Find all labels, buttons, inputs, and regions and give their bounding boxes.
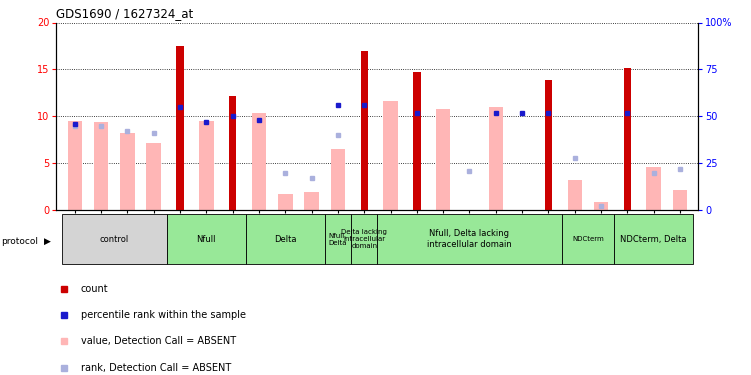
Bar [167,214,246,264]
Bar [176,46,184,210]
Text: Nfull,
Delta: Nfull, Delta [329,232,347,246]
Text: percentile rank within the sample: percentile rank within the sample [80,310,246,320]
Bar [568,180,582,210]
Bar [120,133,134,210]
Text: Delta: Delta [274,235,297,244]
Bar [489,107,503,210]
Bar [246,214,324,264]
Bar [229,96,237,210]
Bar [351,214,378,264]
Text: ▶: ▶ [44,237,50,246]
Text: Nfull: Nfull [197,235,216,244]
Text: count: count [80,284,108,294]
Text: GDS1690 / 1627324_at: GDS1690 / 1627324_at [56,7,194,20]
Text: protocol: protocol [2,237,38,246]
Bar [413,72,421,210]
Bar [436,109,451,210]
Bar [324,214,351,264]
Text: control: control [100,235,129,244]
Bar [360,51,368,210]
Bar [594,202,608,210]
Bar [647,167,661,210]
Bar [278,194,292,210]
Bar [614,214,693,264]
Bar [544,80,552,210]
Bar [62,214,167,264]
Bar [623,68,631,210]
Text: Nfull, Delta lacking
intracellular domain: Nfull, Delta lacking intracellular domai… [427,230,512,249]
Bar [68,121,82,210]
Text: rank, Detection Call = ABSENT: rank, Detection Call = ABSENT [80,363,231,373]
Bar [378,214,562,264]
Bar [94,122,108,210]
Text: value, Detection Call = ABSENT: value, Detection Call = ABSENT [80,336,236,346]
Bar [330,149,345,210]
Text: Delta lacking
intracellular
domain: Delta lacking intracellular domain [341,229,388,249]
Bar [252,112,266,210]
Bar [199,121,213,210]
Bar [146,142,161,210]
Bar [383,101,398,210]
Text: NDCterm: NDCterm [572,236,604,242]
Bar [304,192,319,210]
Bar [673,190,687,210]
Bar [562,214,614,264]
Text: NDCterm, Delta: NDCterm, Delta [620,235,687,244]
